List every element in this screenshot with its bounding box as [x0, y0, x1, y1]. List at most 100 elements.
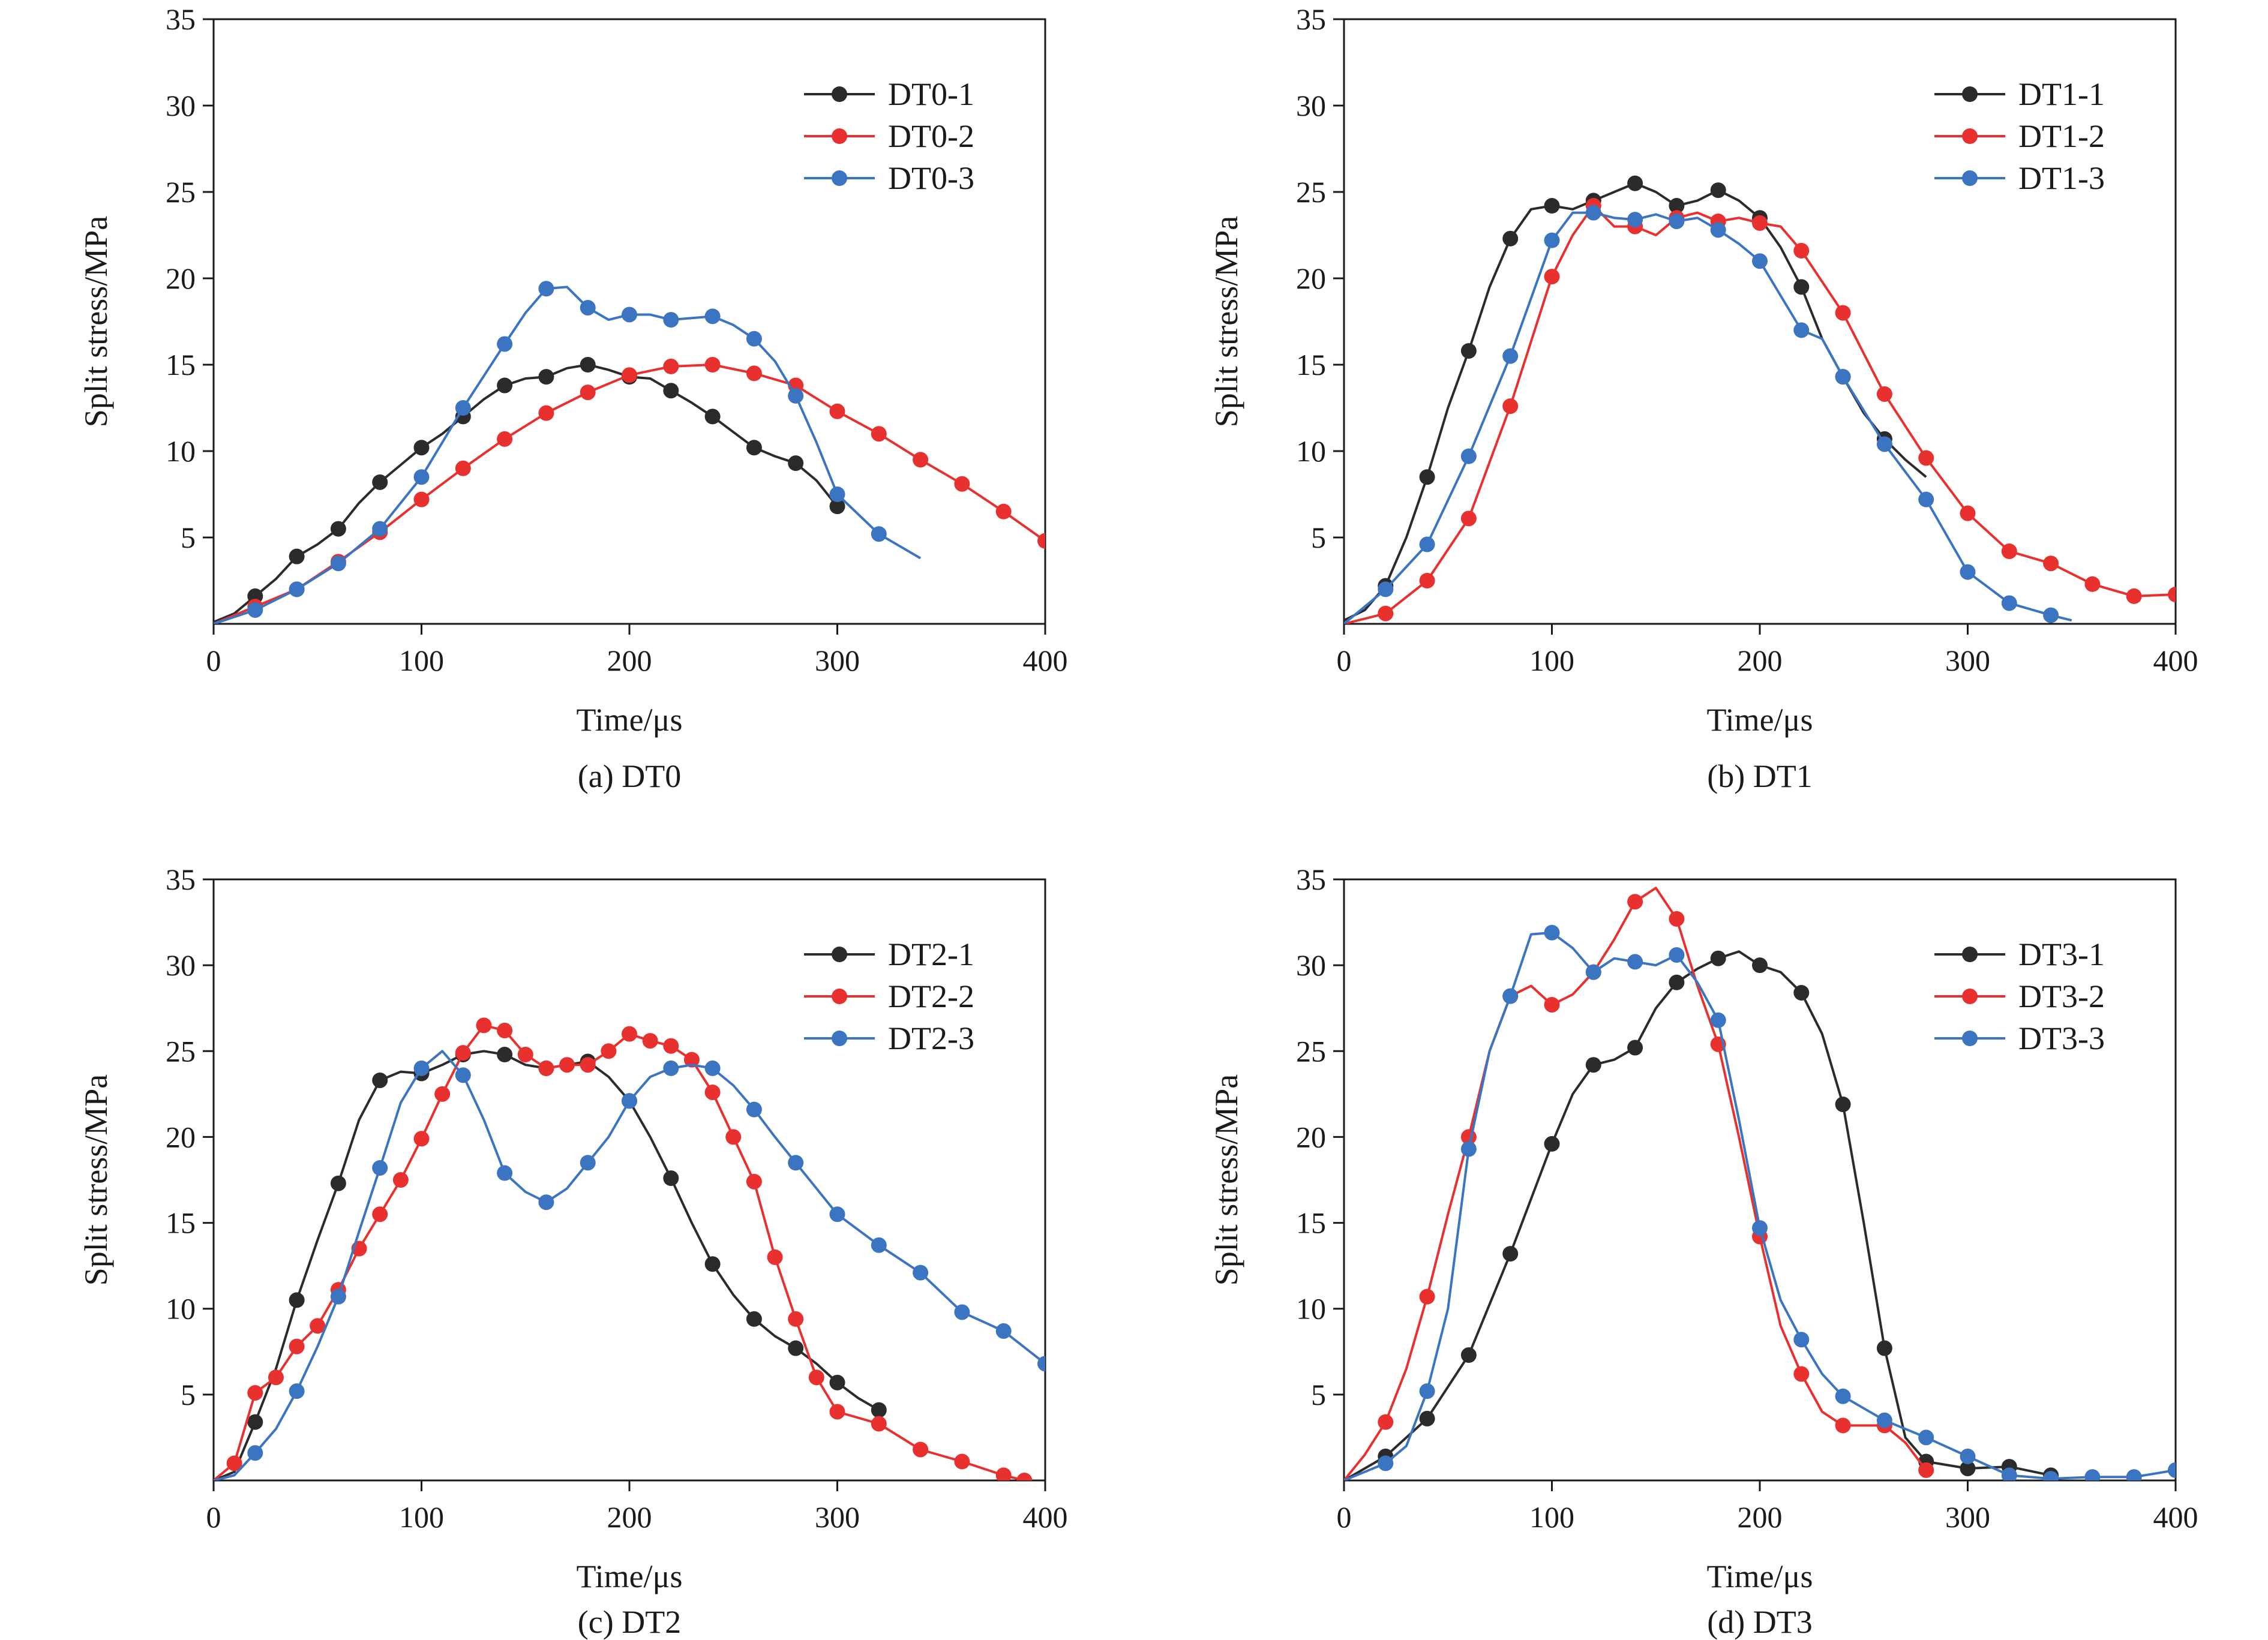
data-point — [2043, 1471, 2059, 1480]
data-point — [1544, 996, 1560, 1013]
x-tick-label: 300 — [815, 1500, 860, 1534]
series-3 — [214, 281, 922, 624]
data-point — [913, 1264, 929, 1281]
x-tick-label: 300 — [815, 644, 860, 677]
data-point — [954, 1304, 970, 1320]
y-tick-label: 20 — [1296, 1120, 1326, 1154]
y-tick-label: 25 — [166, 1034, 196, 1068]
x-tick-label: 100 — [1529, 644, 1574, 677]
legend-label: DT0-2 — [888, 118, 974, 154]
data-point — [1752, 1220, 1768, 1236]
data-point — [476, 1017, 492, 1034]
legend-item: DT2-2 — [804, 978, 974, 1014]
data-point — [601, 1043, 617, 1059]
data-point — [538, 1194, 554, 1211]
data-point — [1627, 894, 1643, 910]
data-point — [413, 1131, 430, 1147]
data-point — [372, 1206, 388, 1223]
y-tick-label: 30 — [1296, 948, 1326, 982]
x-tick-label: 100 — [399, 1500, 444, 1534]
data-point — [247, 1414, 263, 1430]
data-point — [538, 369, 554, 385]
data-point — [1378, 581, 1394, 597]
legend-item: DT0-3 — [804, 160, 974, 196]
legend-item: DT3-2 — [1934, 978, 2105, 1014]
series-2 — [214, 357, 1045, 624]
data-point — [2084, 1469, 2101, 1480]
data-point — [1876, 1340, 1892, 1356]
y-tick-label: 30 — [166, 948, 196, 982]
data-point — [913, 452, 929, 468]
legend-marker — [832, 128, 848, 144]
data-point — [538, 281, 554, 297]
series-2 — [1344, 198, 2176, 624]
y-tick-label: 25 — [1296, 1034, 1326, 1068]
legend-label: DT1-2 — [2018, 118, 2105, 154]
data-point — [2001, 595, 2017, 611]
data-point — [1835, 369, 1851, 385]
data-point — [559, 1057, 575, 1073]
data-point — [1037, 1356, 1045, 1372]
data-point — [1502, 1246, 1519, 1262]
data-point — [1544, 232, 1560, 248]
y-tick-label: 5 — [1311, 1378, 1326, 1411]
data-point — [829, 403, 845, 419]
data-point — [1752, 957, 1768, 974]
data-point — [289, 1383, 305, 1399]
y-tick-label: 20 — [1296, 262, 1326, 295]
legend-marker — [1962, 86, 1978, 102]
x-tick-label: 400 — [2153, 644, 2198, 677]
data-point — [871, 1402, 887, 1418]
x-tick-label: 200 — [607, 1500, 652, 1534]
data-point — [704, 1060, 721, 1076]
data-point — [497, 1047, 513, 1063]
data-point — [1585, 205, 1601, 221]
data-point — [2126, 1469, 2142, 1480]
data-point — [767, 1249, 783, 1265]
data-point — [704, 409, 721, 425]
data-point — [829, 1374, 845, 1390]
data-point — [788, 455, 804, 471]
data-point — [1960, 1460, 1976, 1476]
data-point — [622, 367, 637, 383]
series-1 — [1344, 175, 1927, 621]
data-point — [788, 388, 804, 404]
data-point — [247, 1445, 263, 1461]
data-point — [871, 426, 887, 442]
data-point — [1544, 269, 1560, 285]
data-point — [2084, 576, 2101, 592]
x-tick-label: 400 — [1023, 644, 1068, 677]
series-2 — [214, 1017, 1033, 1480]
data-point — [1544, 1136, 1560, 1152]
data-point — [704, 357, 721, 373]
data-point — [1918, 1429, 1934, 1446]
x-tick-label: 300 — [1945, 1500, 1990, 1534]
legend-item: DT1-2 — [1934, 118, 2105, 154]
data-point — [455, 400, 471, 416]
data-point — [1419, 469, 1435, 485]
data-point — [455, 1067, 471, 1083]
x-tick-label: 200 — [1738, 644, 1783, 677]
data-point — [704, 1084, 721, 1100]
x-tick-label: 400 — [1023, 1500, 1068, 1534]
data-point — [1585, 964, 1601, 980]
data-point — [1627, 954, 1643, 970]
data-point — [330, 555, 346, 572]
y-tick-label: 15 — [1296, 348, 1326, 382]
legend-marker — [832, 170, 848, 186]
legend-label: DT2-2 — [888, 978, 974, 1014]
data-point — [330, 521, 346, 537]
data-point — [538, 405, 554, 421]
data-point — [1918, 1462, 1934, 1478]
series-1 — [214, 1047, 887, 1480]
data-point — [1960, 505, 1976, 521]
data-point — [1016, 1473, 1033, 1480]
data-point — [1037, 533, 1045, 549]
data-point — [372, 1072, 388, 1088]
data-point — [663, 312, 679, 328]
x-axis-title: Time/μs — [1706, 1558, 1813, 1594]
series-3 — [1344, 205, 2072, 624]
series-3 — [214, 1050, 1045, 1480]
y-tick-label: 15 — [1296, 1206, 1326, 1240]
chart-panel-3: 0 100 200 300 400 5 10 15 20 25 30 35 Time/μs Split s… — [78, 863, 1068, 1640]
